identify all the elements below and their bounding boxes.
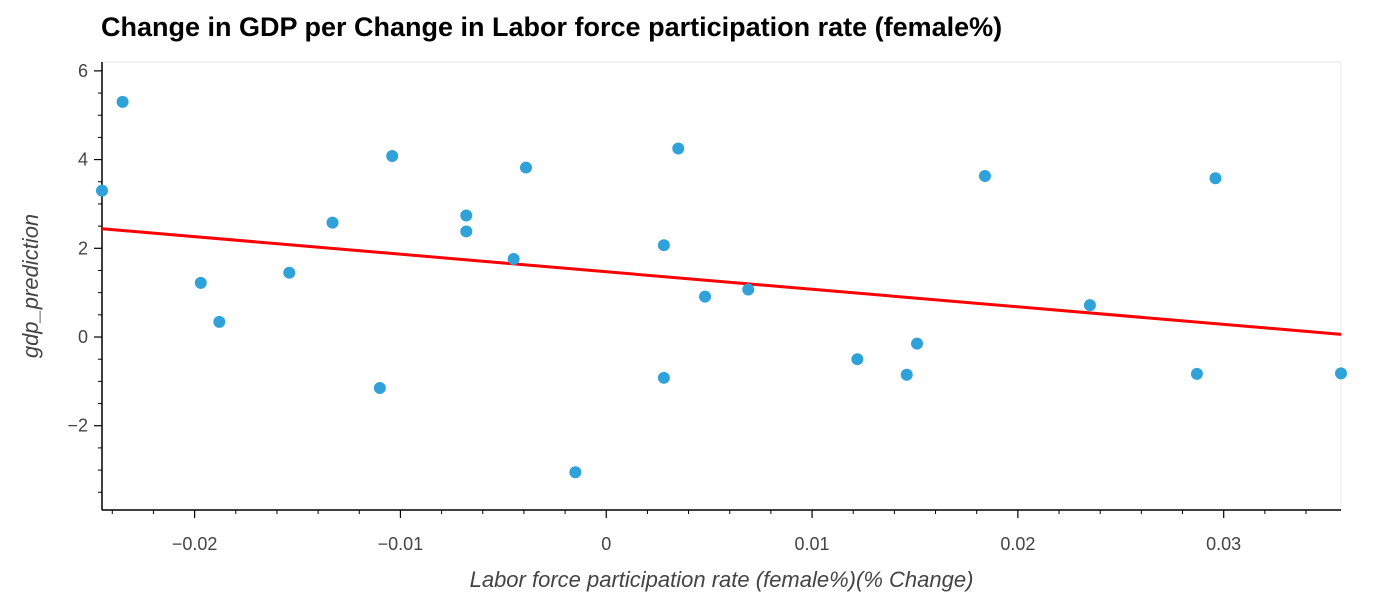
x-tick-label: 0 — [601, 534, 611, 554]
data-point — [116, 95, 129, 108]
data-point — [507, 252, 520, 265]
chart-title: Change in GDP per Change in Labor force … — [101, 12, 1003, 42]
regression-line — [101, 227, 1342, 336]
data-point — [283, 266, 296, 279]
plot-border — [101, 61, 1342, 511]
data-point — [460, 209, 473, 222]
data-point — [851, 353, 864, 366]
x-tick-label: 0.01 — [795, 534, 830, 554]
x-axis: −0.02 −0.01 0 0.01 0.02 0.03 — [102, 509, 1341, 554]
data-point — [96, 184, 108, 197]
data-point — [1209, 172, 1222, 185]
data-point — [1335, 367, 1347, 380]
data-point — [460, 225, 473, 238]
y-axis: −2 0 2 4 6 — [67, 61, 103, 510]
data-point — [213, 315, 226, 328]
y-tick-label: −2 — [67, 416, 88, 436]
data-point — [194, 276, 207, 289]
data-point — [1190, 367, 1203, 380]
y-tick-label: 2 — [78, 238, 88, 258]
x-tick-label: 0.02 — [1000, 534, 1035, 554]
data-point — [326, 216, 339, 229]
y-tick-label: 6 — [78, 61, 88, 81]
y-tick-label: 4 — [78, 150, 88, 170]
data-point — [699, 290, 712, 303]
y-tick-label: 0 — [78, 327, 88, 347]
data-point — [657, 239, 670, 252]
data-point — [1083, 299, 1096, 312]
data-point — [569, 466, 582, 479]
data-point — [657, 371, 670, 384]
data-point — [373, 382, 386, 395]
data-point — [911, 337, 924, 350]
regression-line-group — [101, 227, 1342, 336]
data-point — [900, 368, 913, 381]
x-tick-label: 0.03 — [1206, 534, 1241, 554]
x-tick-label: −0.02 — [172, 534, 218, 554]
plot-frame — [101, 61, 1342, 511]
data-point — [386, 150, 399, 163]
x-tick-label: −0.01 — [378, 534, 424, 554]
data-point — [672, 142, 685, 155]
data-point — [978, 169, 991, 182]
scatter-points — [96, 95, 1347, 479]
x-axis-label: Labor force participation rate (female%)… — [470, 567, 974, 592]
data-point — [742, 283, 755, 296]
data-point — [519, 161, 532, 174]
y-axis-label: gdp_prediction — [18, 214, 43, 358]
